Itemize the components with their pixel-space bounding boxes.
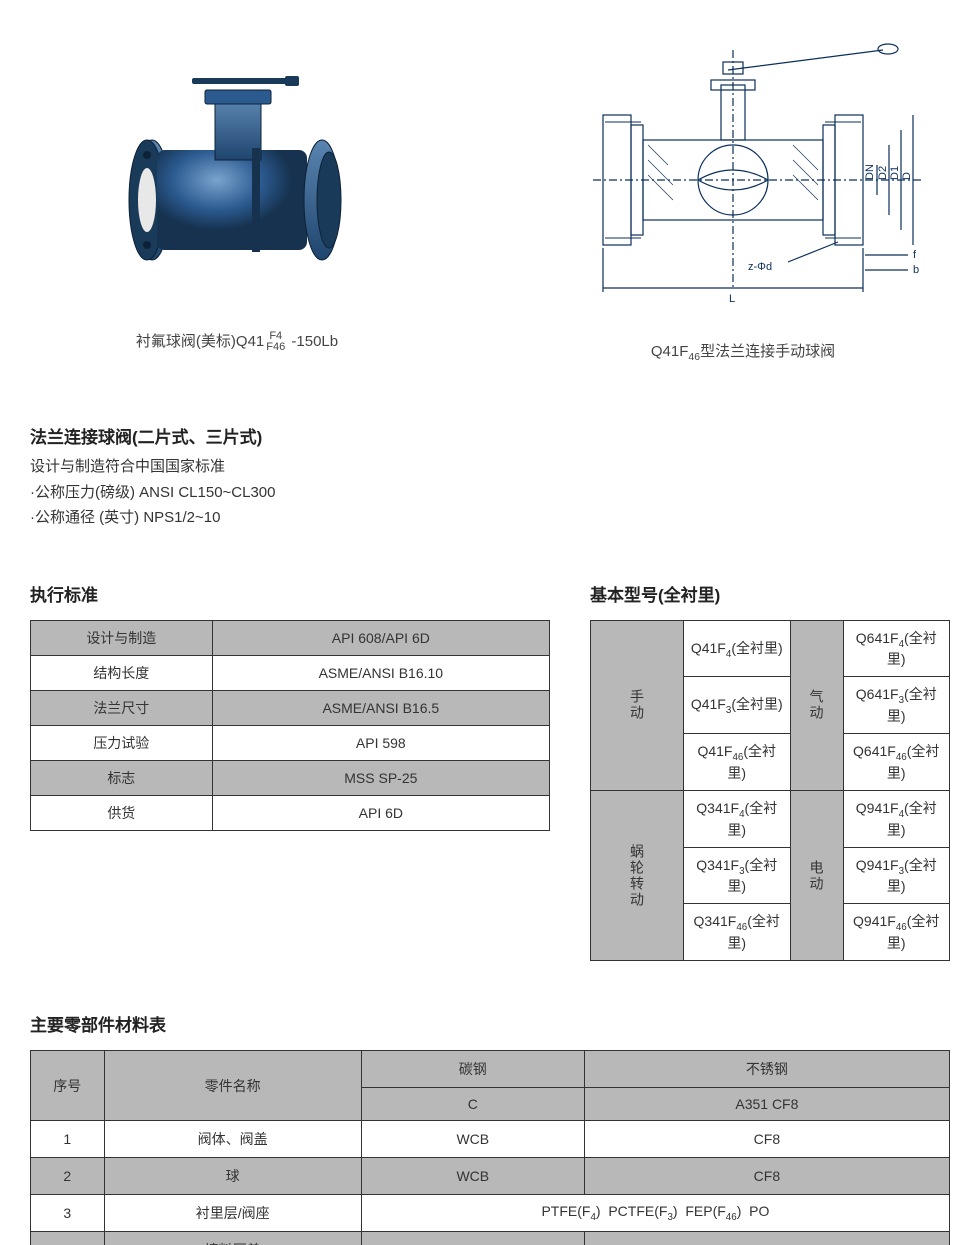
models-table: 手动 Q41F4(全衬里) 气动 Q641F4(全衬里) Q41F3(全衬里) …	[590, 620, 950, 962]
model-cell: Q41F4(全衬里)	[684, 620, 791, 677]
drive-label: 电动	[790, 790, 843, 960]
model-cell: Q641F4(全衬里)	[843, 620, 950, 677]
frac-bot: F46	[266, 342, 285, 353]
mat-header-a351: A351 CF8	[584, 1088, 949, 1121]
mat-no: 3	[31, 1195, 105, 1232]
mat-header-no: 序号	[31, 1051, 105, 1121]
std-label: 结构长度	[31, 655, 213, 690]
model-cell: Q941F46(全衬里)	[843, 904, 950, 961]
mat-part: 球	[104, 1158, 361, 1195]
dim-label-D: D	[901, 172, 913, 180]
std-value: API 6D	[212, 795, 549, 830]
drawing-caption-text: Q41F46型法兰连接手动球阀	[651, 343, 835, 360]
mat-header-stainless: 不锈钢	[584, 1051, 949, 1088]
model-cell: Q341F4(全衬里)	[684, 790, 791, 847]
std-value: MSS SP-25	[212, 760, 549, 795]
models-column: 基本型号(全衬里) 手动 Q41F4(全衬里) 气动 Q641F4(全衬里) Q…	[590, 581, 950, 962]
mat-no: 1	[31, 1121, 105, 1158]
std-label: 设计与制造	[31, 620, 213, 655]
mat-c: WCB	[361, 1121, 584, 1158]
model-cell: Q941F4(全衬里)	[843, 790, 950, 847]
materials-table: 序号 零件名称 碳钢 不锈钢 C A351 CF8 1 阀体、阀盖 WCB CF…	[30, 1050, 950, 1245]
dim-label-b: b	[913, 264, 919, 276]
mat-no: 4	[31, 1232, 105, 1245]
caption-prefix: 衬氟球阀(美标)Q41	[136, 333, 264, 350]
model-cell: Q941F3(全衬里)	[843, 847, 950, 904]
drawing-caption: Q41F46型法兰连接手动球阀	[536, 340, 950, 363]
mat-header-c: C	[361, 1088, 584, 1121]
model-cell: Q641F46(全衬里)	[843, 734, 950, 791]
mat-merged: PTFE(F4) PCTFE(F3) FEP(F46) PO	[361, 1195, 949, 1232]
std-label: 压力试验	[31, 725, 213, 760]
valve-technical-drawing: L z-Φd DN D2 D1 D f b	[553, 30, 933, 310]
product-column: 衬氟球阀(美标)Q41F4F46 -150Lb	[30, 30, 444, 363]
std-value: ASME/ANSI B16.5	[212, 690, 549, 725]
std-label: 标志	[31, 760, 213, 795]
dim-label-L: L	[729, 293, 735, 305]
mat-s: CF8	[584, 1158, 949, 1195]
std-value: API 608/API 6D	[212, 620, 549, 655]
intro-section: 法兰连接球阀(二片式、三片式) 设计与制造符合中国国家标准 ·公称压力(磅级) …	[30, 423, 950, 531]
drawing-column: L z-Φd DN D2 D1 D f b Q41F46型法兰连接手动球阀	[536, 30, 950, 363]
model-cell: Q641F3(全衬里)	[843, 677, 950, 734]
dim-label-zphid: z-Φd	[748, 261, 772, 273]
drive-label: 蜗轮转动	[591, 790, 684, 960]
mat-c: WCB	[361, 1232, 584, 1245]
intro-line-1: 设计与制造符合中国国家标准	[30, 454, 950, 480]
dim-label-DN: DN	[864, 164, 876, 180]
model-cell: Q41F3(全衬里)	[684, 677, 791, 734]
std-value: API 598	[212, 725, 549, 760]
dim-label-D1: D1	[889, 166, 901, 180]
mat-part: 填料压盖	[104, 1232, 361, 1245]
intro-line-3: ·公称通径 (英寸) NPS1/2~10	[30, 505, 950, 531]
dim-label-D2: D2	[877, 166, 889, 180]
mat-part: 衬里层/阀座	[104, 1195, 361, 1232]
caption-suffix: -150Lb	[287, 333, 338, 350]
intro-title: 法兰连接球阀(二片式、三片式)	[30, 423, 950, 448]
model-cell: Q341F3(全衬里)	[684, 847, 791, 904]
std-label: 供货	[31, 795, 213, 830]
mat-c: WCB	[361, 1158, 584, 1195]
standards-column: 执行标准 设计与制造API 608/API 6D 结构长度ASME/ANSI B…	[30, 581, 550, 962]
mat-header-part: 零件名称	[104, 1051, 361, 1121]
mat-s: CF8	[584, 1121, 949, 1158]
top-section: 衬氟球阀(美标)Q41F4F46 -150Lb	[30, 30, 950, 363]
standards-table: 设计与制造API 608/API 6D 结构长度ASME/ANSI B16.10…	[30, 620, 550, 831]
product-caption: 衬氟球阀(美标)Q41F4F46 -150Lb	[30, 330, 444, 353]
standards-title: 执行标准	[30, 581, 550, 606]
model-cell: Q41F46(全衬里)	[684, 734, 791, 791]
drive-label: 气动	[790, 620, 843, 790]
mat-part: 阀体、阀盖	[104, 1121, 361, 1158]
valve-product-image	[97, 30, 377, 300]
mat-s: WCC	[584, 1232, 949, 1245]
materials-section: 主要零部件材料表 序号 零件名称 碳钢 不锈钢 C A351 CF8 1 阀体、…	[30, 1011, 950, 1245]
mat-no: 2	[31, 1158, 105, 1195]
caption-fraction: F4F46	[266, 331, 285, 353]
dim-label-f: f	[913, 249, 917, 261]
mat-header-carbon: 碳钢	[361, 1051, 584, 1088]
models-title: 基本型号(全衬里)	[590, 581, 950, 606]
model-cell: Q341F46(全衬里)	[684, 904, 791, 961]
std-label: 法兰尺寸	[31, 690, 213, 725]
drive-label: 手动	[591, 620, 684, 790]
two-column-section: 执行标准 设计与制造API 608/API 6D 结构长度ASME/ANSI B…	[30, 581, 950, 962]
std-value: ASME/ANSI B16.10	[212, 655, 549, 690]
materials-title: 主要零部件材料表	[30, 1011, 950, 1036]
intro-line-2: ·公称压力(磅级) ANSI CL150~CL300	[30, 480, 950, 506]
